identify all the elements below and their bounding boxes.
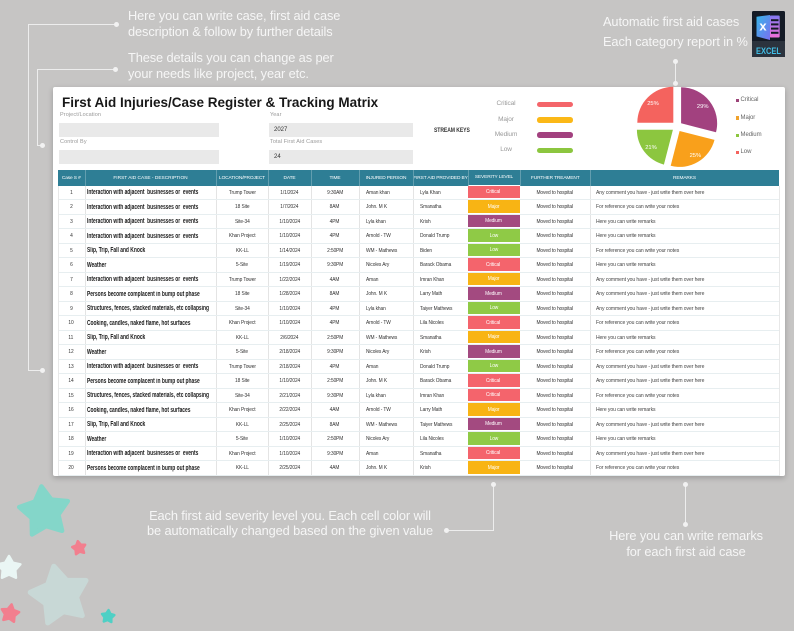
svg-text:x: x [759, 18, 767, 33]
svg-text:EXCEL: EXCEL [756, 46, 781, 56]
